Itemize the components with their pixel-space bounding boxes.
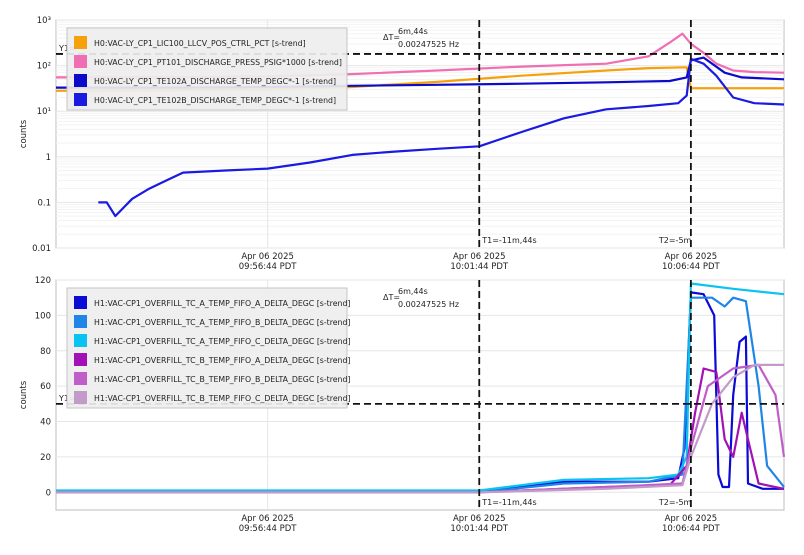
delta-t-value: 6m,44s xyxy=(398,287,428,296)
y-tick-label: 0 xyxy=(46,488,51,498)
series-line-2 xyxy=(56,296,785,494)
x-tick-label: 10:01:44 PDT xyxy=(450,524,509,534)
legend-swatch xyxy=(74,296,87,309)
delta-t-label: ΔT= xyxy=(383,33,400,42)
y-axis-label: counts xyxy=(19,119,29,148)
y-tick-label: 100 xyxy=(35,311,51,321)
x-tick-label: 10:06:44 PDT xyxy=(662,262,721,272)
x-tick-label: Apr 06 2025 xyxy=(241,514,294,524)
delta-f-value: 0.00247525 Hz xyxy=(398,300,459,309)
x-tick-label: 09:56:44 PDT xyxy=(239,262,298,272)
legend-swatch xyxy=(74,315,87,328)
y-axis-label: counts xyxy=(19,380,29,409)
legend-box xyxy=(66,287,348,409)
y-tick-label: 0.1 xyxy=(37,198,51,208)
legend-swatch xyxy=(74,93,87,106)
x-tick-label: 09:56:44 PDT xyxy=(239,524,298,534)
y-tick-label: 60 xyxy=(40,382,51,392)
legend-label: H0:VAC-LY_CP1_PT101_DISCHARGE_PRESS_PSIG… xyxy=(94,58,342,67)
legend-swatch xyxy=(74,55,87,68)
legend-label: H0:VAC-LY_CP1_TE102A_DISCHARGE_TEMP_DEGC… xyxy=(94,77,336,86)
x-tick-label: Apr 06 2025 xyxy=(665,252,718,262)
legend-swatch xyxy=(74,36,87,49)
legend-label: H0:VAC-LY_CP1_TE102B_DISCHARGE_TEMP_DEGC… xyxy=(94,96,336,105)
legend-swatch xyxy=(74,391,87,404)
x-tick-label: Apr 06 2025 xyxy=(241,252,294,262)
x-tick-label: Apr 06 2025 xyxy=(453,252,506,262)
delta-t-label: ΔT= xyxy=(383,293,400,302)
legend-label: H1:VAC-CP1_OVERFILL_TC_B_TEMP_FIFO_B_DEL… xyxy=(94,375,350,384)
t2-cursor-label: T2=-5m xyxy=(658,236,692,245)
legend-label: H0:VAC-LY_CP1_LIC100_LLCV_POS_CTRL_PCT [… xyxy=(94,39,306,48)
legend-label: H1:VAC-CP1_OVERFILL_TC_A_TEMP_FIFO_A_DEL… xyxy=(94,299,350,308)
legend-label: H1:VAC-CP1_OVERFILL_TC_A_TEMP_FIFO_C_DEL… xyxy=(94,337,351,346)
x-tick-label: 10:06:44 PDT xyxy=(662,524,721,534)
legend-label: H1:VAC-CP1_OVERFILL_TC_B_TEMP_FIFO_A_DEL… xyxy=(94,356,350,365)
x-tick-label: Apr 06 2025 xyxy=(453,514,506,524)
y-tick-label: 10² xyxy=(37,62,51,72)
legend-swatch xyxy=(74,353,87,366)
t2-cursor-label: T2=-5m xyxy=(658,498,692,507)
legend-swatch xyxy=(74,372,87,385)
y-tick-label: 1 xyxy=(46,153,51,163)
legend-swatch xyxy=(74,74,87,87)
y-tick-label: 120 xyxy=(35,276,51,286)
y-tick-label: 40 xyxy=(40,418,51,428)
legend-box xyxy=(66,27,348,111)
legend-swatch xyxy=(74,334,87,347)
x-tick-label: Apr 06 2025 xyxy=(665,514,718,524)
y-tick-label: 0.01 xyxy=(32,244,51,254)
y-tick-label: 10¹ xyxy=(37,107,51,117)
legend-label: H1:VAC-CP1_OVERFILL_TC_B_TEMP_FIFO_C_DEL… xyxy=(94,394,351,403)
y-tick-label: 80 xyxy=(40,347,51,357)
y-tick-label: 10³ xyxy=(37,16,51,26)
delta-t-value: 6m,44s xyxy=(398,27,428,36)
t1-cursor-label: T1=-11m,44s xyxy=(481,236,536,245)
y-tick-label: 20 xyxy=(40,453,51,463)
t1-cursor-label: T1=-11m,44s xyxy=(481,498,536,507)
legend-label: H1:VAC-CP1_OVERFILL_TC_A_TEMP_FIFO_B_DEL… xyxy=(94,318,350,327)
series-line-4 xyxy=(98,57,785,218)
x-tick-label: 10:01:44 PDT xyxy=(450,262,509,272)
delta-f-value: 0.00247525 Hz xyxy=(398,40,459,49)
